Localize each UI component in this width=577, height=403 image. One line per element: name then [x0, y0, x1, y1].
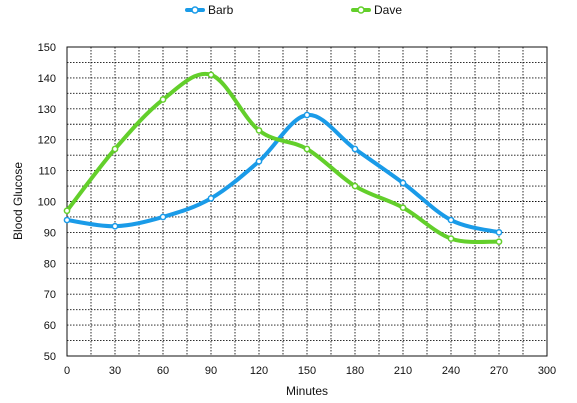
x-tick-label: 60 — [157, 365, 169, 377]
legend-label-barb: Barb — [208, 3, 234, 17]
legend-item-dave: Dave — [351, 3, 402, 17]
data-point-dave — [495, 238, 503, 246]
y-tick-label: 70 — [44, 289, 56, 301]
data-point-barb — [495, 229, 503, 236]
legend-marker-dave — [357, 6, 365, 14]
x-tick-label: 270 — [490, 365, 508, 377]
data-point-barb — [255, 157, 263, 165]
y-tick-label: 150 — [38, 42, 56, 54]
x-tick-label: 240 — [442, 365, 460, 377]
data-point-dave — [159, 96, 167, 103]
data-point-barb — [111, 222, 119, 230]
x-tick-label: 0 — [64, 365, 70, 377]
grid — [67, 47, 547, 356]
x-tick-label: 150 — [298, 365, 316, 377]
legend-label-dave: Dave — [374, 3, 402, 17]
data-point-dave — [63, 207, 71, 215]
y-tick-label: 90 — [44, 227, 56, 239]
data-point-dave — [255, 127, 263, 134]
y-axis-ticks: 50 60 70 80 90 100 110 120 130 140 150 — [38, 42, 56, 363]
series-group — [63, 71, 503, 246]
x-tick-label: 90 — [205, 365, 217, 377]
legend-item-barb: Barb — [185, 3, 234, 17]
series-line-dave — [65, 71, 501, 245]
data-point-dave — [303, 145, 311, 153]
x-axis-ticks: 0 30 60 90 120 150 180 210 240 270 300 — [64, 365, 556, 377]
data-point-dave — [399, 204, 407, 212]
y-tick-label: 60 — [44, 320, 56, 332]
y-tick-label: 80 — [44, 258, 56, 270]
y-axis-label: Blood Glucose — [11, 162, 25, 240]
x-tick-label: 300 — [538, 365, 556, 377]
data-point-dave — [447, 235, 455, 242]
data-point-dave — [207, 71, 215, 79]
y-tick-label: 110 — [38, 166, 56, 178]
legend-marker-barb — [191, 6, 199, 14]
data-point-barb — [351, 145, 359, 153]
data-point-barb — [303, 111, 311, 119]
data-point-dave — [351, 182, 359, 190]
data-point-barb — [447, 216, 455, 224]
x-tick-label: 210 — [394, 365, 412, 377]
x-tick-label: 180 — [346, 365, 364, 377]
y-tick-label: 50 — [44, 351, 56, 363]
data-point-barb — [63, 216, 71, 224]
x-tick-label: 30 — [109, 365, 121, 377]
x-tick-label: 120 — [250, 365, 268, 377]
series-line-barb — [65, 112, 501, 235]
x-axis-label: Minutes — [286, 384, 328, 398]
y-tick-label: 140 — [38, 73, 56, 85]
legend: Barb Dave — [185, 3, 402, 17]
y-tick-label: 120 — [38, 135, 56, 147]
y-tick-label: 100 — [38, 197, 56, 209]
y-tick-label: 130 — [38, 104, 56, 116]
data-point-dave — [111, 145, 119, 153]
plot-frame — [66, 46, 548, 357]
data-point-barb — [159, 213, 167, 221]
data-point-barb — [207, 195, 215, 202]
data-point-barb — [399, 179, 407, 187]
